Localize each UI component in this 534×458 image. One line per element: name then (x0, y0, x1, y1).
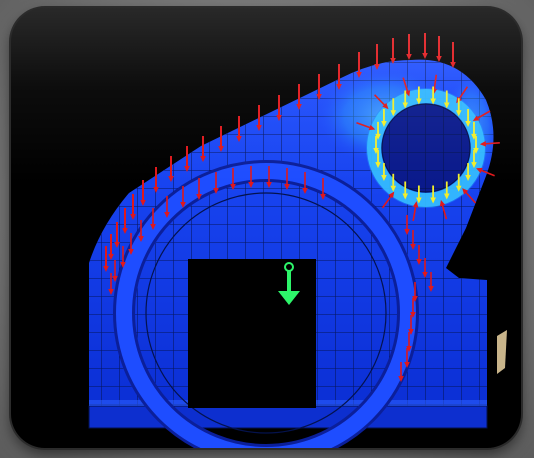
bearing-load-arrow-icon (430, 185, 436, 204)
force-arrow-icon (168, 156, 174, 182)
force-arrow-icon (416, 245, 422, 265)
force-arrow-icon (410, 298, 416, 318)
force-arrow-icon (114, 222, 120, 248)
force-arrow-icon (130, 194, 136, 220)
force-arrow-icon (462, 188, 477, 204)
force-arrow-icon (406, 332, 412, 352)
force-arrow-icon (284, 168, 290, 190)
bearing-load-arrow-icon (402, 90, 409, 109)
force-arrow-icon (103, 246, 109, 272)
force-arrow-icon (398, 362, 404, 382)
force-arrow-icon (439, 199, 448, 220)
screenshot-frame (11, 8, 521, 448)
bore-cutout (188, 259, 316, 408)
force-arrow-icon (336, 64, 342, 90)
force-arrow-icon (374, 44, 380, 70)
force-arrow-icon (140, 180, 146, 206)
force-arrow-icon (408, 315, 414, 335)
force-arrow-icon (476, 167, 495, 177)
force-arrow-icon (422, 258, 428, 278)
force-arrow-icon (120, 246, 126, 268)
force-arrow-icon (236, 116, 242, 142)
force-arrow-icon (138, 220, 144, 242)
force-arrow-icon (112, 260, 118, 282)
bearing-load-arrow-icon (443, 90, 450, 109)
force-arrow-icon (436, 36, 442, 62)
force-arrow-icon (390, 38, 396, 64)
force-arrow-icon (302, 172, 308, 194)
bearing-load-arrow-icon (416, 86, 422, 105)
force-arrow-icon (356, 121, 376, 131)
force-arrows (103, 33, 500, 382)
force-arrow-icon (108, 273, 114, 295)
force-arrow-icon (404, 215, 410, 235)
bearing-load-arrow-icon (473, 136, 479, 154)
force-arrow-icon (320, 178, 326, 200)
edge-detail (497, 330, 507, 374)
force-arrow-icon (184, 146, 190, 172)
force-arrow-icon (164, 196, 170, 218)
bearing-load-arrows (373, 86, 479, 204)
force-arrow-icon (412, 201, 419, 222)
force-arrow-icon (150, 208, 156, 230)
force-arrow-icon (180, 186, 186, 208)
force-arrow-icon (410, 230, 416, 250)
main-bore-ring (113, 160, 419, 448)
bearing-load-arrow-icon (465, 108, 471, 127)
bearing-load-arrow-icon (471, 150, 477, 169)
bearing-load-arrow-icon (455, 173, 462, 192)
force-arrow-icon (406, 34, 412, 60)
fea-scene (88, 33, 507, 448)
gravity-arrow-icon (278, 262, 300, 305)
force-arrow-icon (200, 136, 206, 162)
bearing-load-arrow-icon (375, 150, 381, 169)
bearing-load-arrow-icon (381, 108, 387, 127)
bearing-load-arrow-icon (465, 163, 471, 182)
force-arrow-icon (422, 33, 428, 59)
bearing-load-arrow-icon (373, 136, 379, 154)
bearing-load-arrow-icon (402, 181, 409, 200)
bearing-load-arrow-icon (375, 121, 381, 140)
force-arrow-icon (428, 272, 434, 292)
force-arrow-icon (296, 84, 302, 110)
force-arrow-icon (450, 42, 456, 68)
force-arrow-icon (412, 282, 418, 302)
upper-eye-ring (366, 88, 486, 208)
force-arrow-icon (128, 233, 134, 255)
force-arrow-icon (196, 178, 202, 200)
bearing-load-arrow-icon (390, 98, 397, 117)
force-arrow-icon (108, 234, 114, 260)
bearing-load-arrow-icon (455, 98, 462, 117)
force-arrow-icon (122, 208, 128, 234)
force-arrow-icon (248, 166, 254, 188)
bearing-load-arrow-icon (430, 86, 436, 105)
force-arrow-icon (256, 105, 262, 131)
force-arrow-icon (213, 172, 219, 194)
bearing-load-arrow-icon (416, 185, 422, 204)
bearing-load-arrow-icon (381, 163, 387, 182)
force-arrow-icon (153, 167, 159, 193)
force-arrow-icon (479, 141, 500, 147)
force-arrow-icon (316, 74, 322, 100)
bearing-load-arrow-icon (471, 121, 477, 140)
force-arrow-icon (276, 95, 282, 121)
bearing-load-arrow-icon (390, 173, 397, 192)
force-arrow-icon (404, 348, 410, 368)
force-arrow-icon (218, 126, 224, 152)
force-arrow-icon (266, 166, 272, 188)
bearing-load-arrow-icon (443, 181, 450, 200)
force-arrow-icon (472, 110, 491, 121)
force-arrow-icon (356, 52, 362, 78)
force-arrow-icon (230, 168, 236, 190)
force-arrow-icon (381, 191, 395, 209)
force-arrow-icon (374, 94, 389, 110)
